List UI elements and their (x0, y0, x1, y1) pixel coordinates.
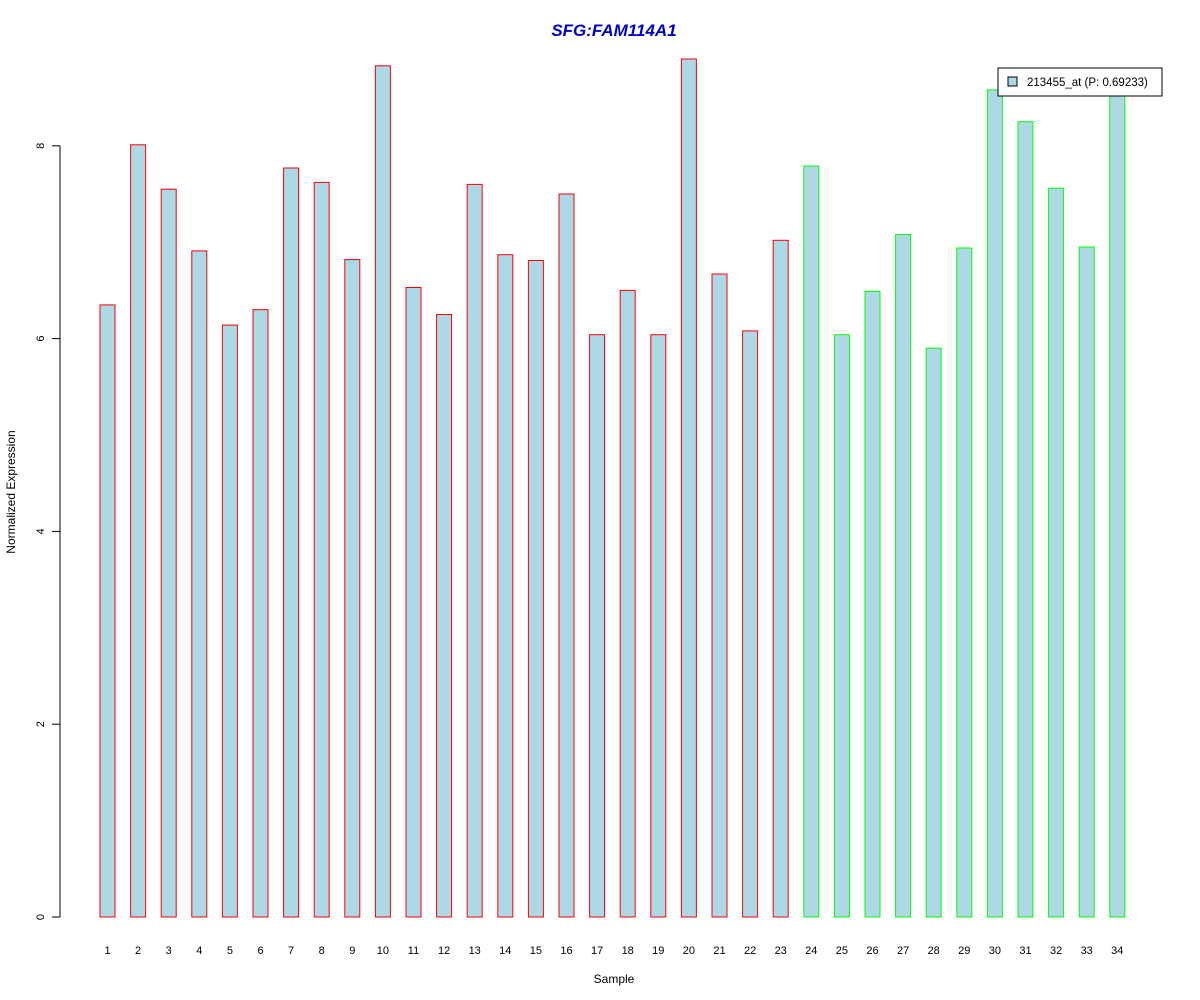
x-tick-label: 31 (1019, 945, 1031, 957)
y-axis-label: Normalized Expression (4, 430, 18, 553)
x-tick-label: 19 (652, 945, 664, 957)
x-tick-label: 23 (775, 945, 787, 957)
x-tick-label: 28 (928, 945, 940, 957)
bar-sample-18 (619, 289, 636, 918)
x-tick-label: 27 (897, 945, 909, 957)
bar-sample-9 (344, 259, 361, 918)
bar-sample-31 (1017, 121, 1034, 918)
x-tick-label: 6 (257, 945, 263, 957)
x-tick-labels: 1 2 3 4 5 6 7 8 9 10 11 12 13 14 15 16 17 18 19 20 21 22 23 24 2… (104, 945, 1123, 957)
bar-sample-6 (252, 309, 269, 918)
y-axis: 0 2 4 6 8 (35, 143, 61, 920)
bar-sample-11 (405, 287, 422, 918)
legend: 213455_at (P: 0.69233) (997, 67, 1163, 97)
x-tick-label: 33 (1081, 945, 1093, 957)
x-tick-label: 30 (989, 945, 1001, 957)
x-tick-label: 4 (196, 945, 202, 957)
bar-sample-16 (558, 193, 575, 918)
x-tick-label: 5 (227, 945, 233, 957)
x-tick-label: 21 (713, 945, 725, 957)
bar-sample-22 (742, 330, 759, 918)
x-tick-label: 20 (683, 945, 695, 957)
x-axis-label: Sample (594, 972, 635, 986)
bar-sample-29 (956, 247, 973, 918)
bar-sample-27 (895, 234, 912, 918)
legend-label: 213455_at (P: 0.69233) (1027, 77, 1148, 89)
bar-sample-32 (1048, 187, 1065, 918)
x-tick-label: 13 (469, 945, 481, 957)
x-tick-label: 11 (408, 945, 419, 957)
x-tick-label: 18 (622, 945, 634, 957)
x-tick-label: 22 (744, 945, 756, 957)
y-tick-label: 4 (35, 528, 47, 534)
x-tick-label: 25 (836, 945, 848, 957)
x-tick-label: 34 (1111, 945, 1123, 957)
bar-sample-24 (803, 165, 820, 918)
bar-sample-23 (772, 239, 789, 918)
x-tick-label: 8 (319, 945, 325, 957)
y-tick-label: 0 (35, 914, 47, 920)
y-tick-label: 6 (35, 336, 47, 342)
bar-sample-3 (160, 188, 177, 918)
x-tick-label: 17 (591, 945, 603, 957)
x-tick-label: 3 (166, 945, 172, 957)
bar-sample-4 (191, 250, 208, 918)
bar-sample-28 (925, 347, 942, 918)
x-tick-label: 12 (438, 945, 450, 957)
bar-sample-25 (833, 334, 850, 918)
legend-box (997, 67, 1163, 97)
y-tick-label: 8 (35, 143, 47, 149)
bar-sample-33 (1078, 246, 1095, 918)
y-tick-label: 2 (35, 721, 47, 727)
bars-group (99, 58, 1126, 918)
x-tick-label: 2 (135, 945, 141, 957)
x-tick-label: 32 (1050, 945, 1062, 957)
bar-sample-19 (650, 334, 667, 918)
bar-sample-7 (283, 167, 300, 918)
bar-sample-15 (527, 260, 544, 918)
bar-sample-5 (221, 324, 238, 918)
x-tick-label: 9 (349, 945, 355, 957)
bar-sample-34 (1109, 85, 1126, 918)
x-tick-label: 26 (866, 945, 878, 957)
bar-sample-21 (711, 273, 728, 918)
bar-sample-17 (589, 334, 606, 918)
x-tick-label: 1 (104, 945, 110, 957)
bar-sample-10 (374, 65, 391, 918)
bar-sample-13 (466, 183, 483, 918)
x-tick-label: 10 (377, 945, 389, 957)
x-tick-label: 14 (499, 945, 511, 957)
x-tick-label: 24 (805, 945, 817, 957)
bar-sample-14 (497, 254, 514, 918)
bar-sample-20 (680, 58, 697, 918)
bar-sample-12 (436, 314, 453, 918)
bar-sample-2 (130, 144, 147, 918)
chart-title: SFG:FAM114A1 (551, 21, 676, 40)
x-tick-label: 15 (530, 945, 542, 957)
bar-sample-8 (313, 181, 330, 918)
bar-sample-30 (986, 89, 1003, 918)
x-tick-label: 29 (958, 945, 970, 957)
x-tick-label: 16 (560, 945, 572, 957)
bar-sample-26 (864, 290, 881, 918)
x-tick-label: 7 (288, 945, 294, 957)
legend-swatch (1007, 76, 1018, 87)
bar-sample-1 (99, 304, 116, 918)
